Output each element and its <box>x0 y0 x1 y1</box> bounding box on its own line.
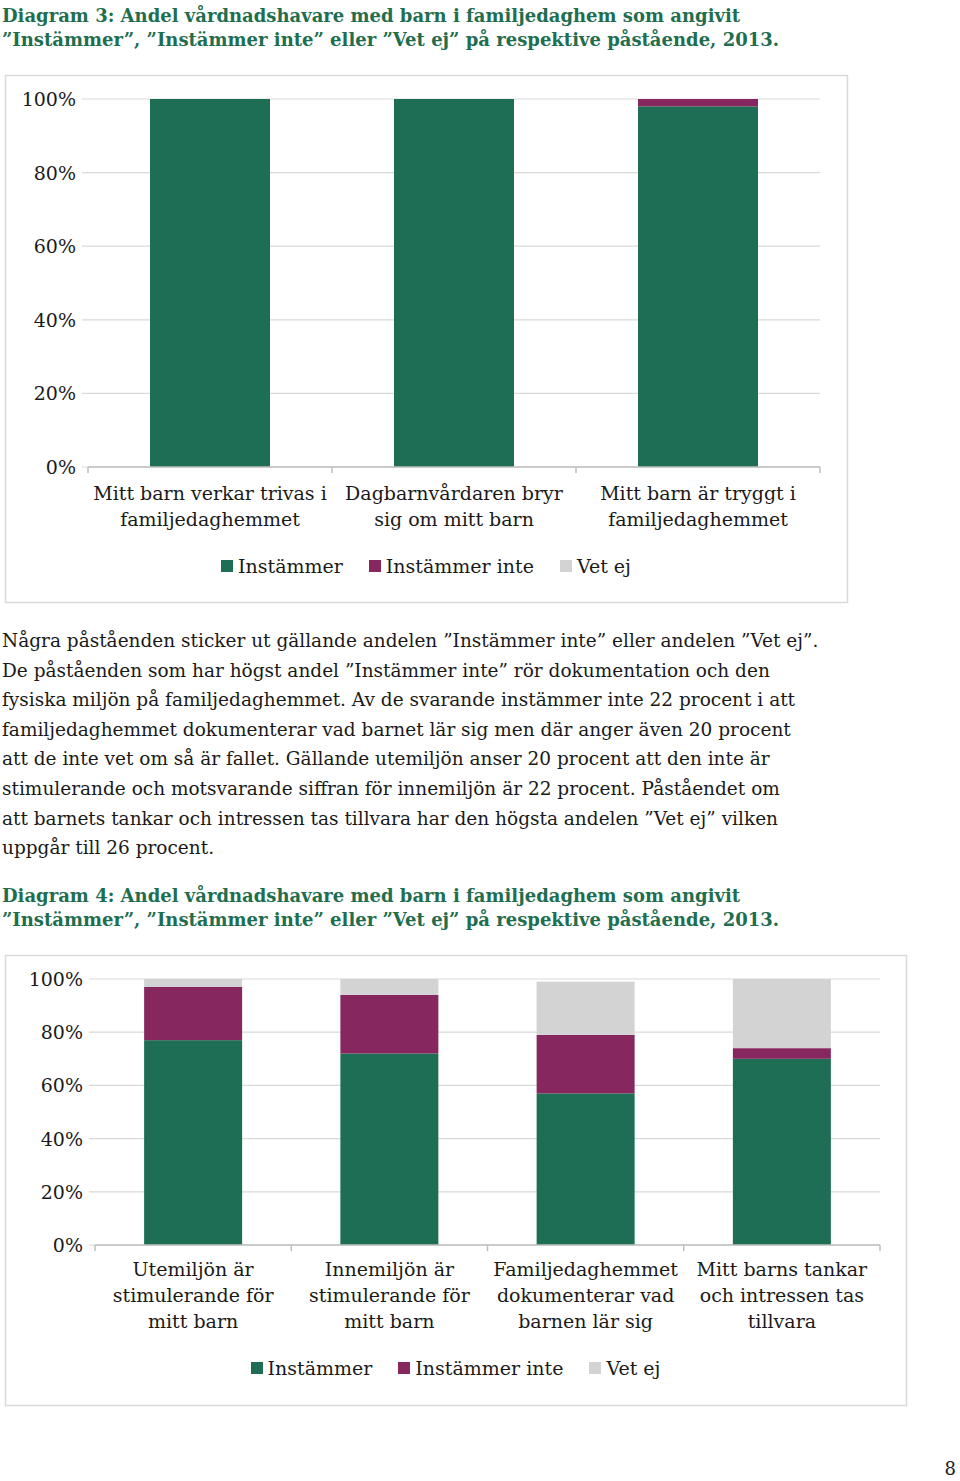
y-tick-label: 0% <box>6 456 76 478</box>
bar-segment <box>733 979 831 1048</box>
x-tick-label: Dagbarnvårdaren bryr sig om mitt barn <box>334 480 574 532</box>
bars <box>144 979 831 1245</box>
bar-segment <box>340 979 438 995</box>
paragraph-line: fysiska miljön på familjedaghemmet. Av d… <box>2 685 795 715</box>
legend-swatch <box>398 1362 410 1374</box>
legend-label: Vet ej <box>606 1357 660 1379</box>
chart-frame <box>6 956 907 1406</box>
paragraph-line: familjedaghemmet dokumenterar vad barnet… <box>2 715 791 745</box>
legend-swatch <box>251 1362 263 1374</box>
x-tick <box>87 467 89 473</box>
bar-segment <box>638 99 758 100</box>
x-tick-label: Familjedaghemmet dokumenterar vad barnen… <box>488 1256 684 1334</box>
legend-label: Instämmer inte <box>415 1357 563 1379</box>
y-tick-label: 20% <box>6 382 76 404</box>
bar-segment <box>144 979 242 987</box>
bar-segment <box>150 99 270 467</box>
y-tick-label: 40% <box>6 309 76 331</box>
legend-label: Instämmer <box>238 555 343 577</box>
x-tick <box>94 1245 96 1251</box>
x-tick <box>487 1245 489 1251</box>
bar-segment <box>537 1035 635 1094</box>
bar-segment <box>733 1048 831 1059</box>
grid-line <box>89 1244 880 1245</box>
y-tick-label: 20% <box>13 1181 83 1203</box>
paragraph-line: att barnets tankar och intressen tas til… <box>2 804 778 834</box>
y-tick-label: 80% <box>13 1021 83 1043</box>
bar-segment <box>340 995 438 1054</box>
y-tick-label: 0% <box>13 1234 83 1256</box>
x-tick <box>291 1245 293 1251</box>
x-tick <box>331 467 333 473</box>
x-tick <box>819 467 821 473</box>
y-tick-label: 60% <box>6 235 76 257</box>
bar-segment <box>394 99 514 100</box>
legend-label: Instämmer inte <box>386 555 534 577</box>
y-tick-label: 60% <box>13 1074 83 1096</box>
legend-swatch <box>560 560 572 572</box>
bar-segment <box>144 987 242 1040</box>
bars <box>150 99 758 467</box>
chart-title: Diagram 4: Andel vårdnadshavare med barn… <box>2 884 802 932</box>
page-number: 8 <box>945 1458 956 1479</box>
legend: Instämmer Instämmer inte Vet ej <box>5 555 847 577</box>
bar-segment <box>394 99 514 467</box>
chart-frame <box>6 76 848 603</box>
legend-item: Vet ej <box>589 1357 660 1379</box>
legend-swatch <box>589 1362 601 1374</box>
paragraph-line: stimulerande och motsvarande siffran för… <box>2 774 780 804</box>
x-tick <box>879 1245 881 1251</box>
x-tick-label: Innemiljön är stimulerande för mitt barn <box>291 1256 487 1334</box>
bar-segment <box>150 99 270 100</box>
y-tick-label: 100% <box>6 88 76 110</box>
legend-swatch <box>369 560 381 572</box>
bar-segment <box>144 1040 242 1245</box>
x-tick-label: Mitt barns tankar och intressen tas till… <box>684 1256 880 1334</box>
bar-segment <box>638 106 758 467</box>
x-tick-label: Utemiljön är stimulerande för mitt barn <box>95 1256 291 1334</box>
x-tick <box>683 1245 685 1251</box>
x-tick-label: Mitt barn är tryggt i familjedaghemmet <box>578 480 818 532</box>
bar-segment <box>537 1093 635 1245</box>
legend-label: Instämmer <box>268 1357 373 1379</box>
paragraph-line: uppgår till 26 procent. <box>2 833 214 863</box>
bar-segment <box>733 1059 831 1245</box>
legend-item: Instämmer <box>251 1357 373 1379</box>
bar-segment <box>537 982 635 1035</box>
y-tick-label: 40% <box>13 1128 83 1150</box>
page: Diagram 3: Andel vårdnadshavare med barn… <box>0 0 960 1481</box>
paragraph-line: Några påståenden sticker ut gällande and… <box>2 626 818 656</box>
x-tick <box>575 467 577 473</box>
bar-segment <box>340 1053 438 1245</box>
legend-item: Instämmer inte <box>398 1357 563 1379</box>
chart-title: Diagram 3: Andel vårdnadshavare med barn… <box>2 4 802 52</box>
y-tick-label: 80% <box>6 162 76 184</box>
legend-item: Instämmer <box>221 555 343 577</box>
bar-segment <box>150 99 270 100</box>
legend: Instämmer Instämmer inte Vet ej <box>5 1357 906 1379</box>
y-tick-label: 100% <box>13 968 83 990</box>
paragraph-line: De påståenden som har högst andel ”Instä… <box>2 656 770 686</box>
legend-item: Instämmer inte <box>369 555 534 577</box>
paragraph-line: att de inte vet om så är fallet. Gälland… <box>2 744 770 774</box>
legend-item: Vet ej <box>560 555 631 577</box>
bar-segment <box>394 99 514 100</box>
x-axis <box>88 466 820 468</box>
bar-segment <box>638 99 758 106</box>
legend-swatch <box>221 560 233 572</box>
legend-label: Vet ej <box>577 555 631 577</box>
x-tick-label: Mitt barn verkar trivas i familjedaghemm… <box>90 480 330 532</box>
grid-line <box>82 466 820 467</box>
